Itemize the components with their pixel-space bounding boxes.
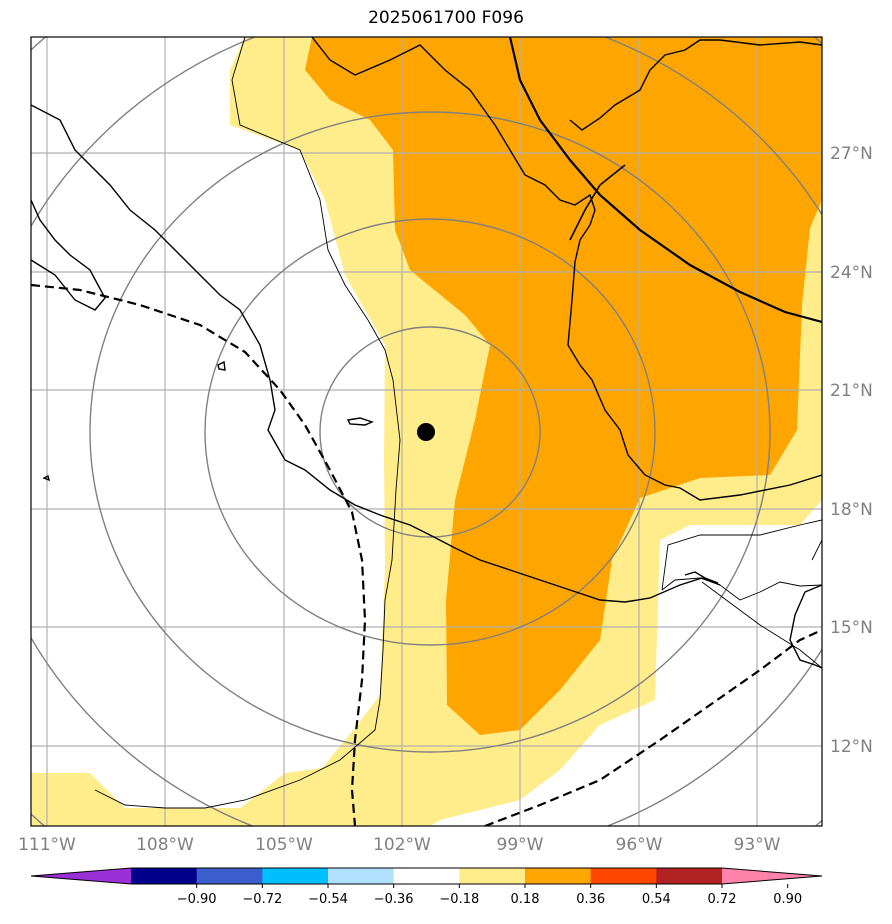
colorbar-label: 0.36 [576,892,605,907]
lon-label: 111°W [18,835,76,855]
storm-center-marker [417,423,435,441]
lat-label: 18°N [830,500,873,520]
colorbar-label: −0.54 [308,892,348,907]
coastlines [31,37,822,669]
colorbar-label: −0.90 [177,892,217,907]
lon-label: 102°W [373,835,431,855]
colorbar-segment [590,868,657,884]
longitude-labels: 111°W 108°W 105°W 102°W 99°W 96°W 93°W [18,835,781,855]
lat-label: 24°N [830,263,873,283]
solid-contour-line-secondary [569,164,626,241]
colorbar-segment [656,868,723,884]
map-title: 2025061700 F096 [368,8,524,28]
dashed-contour-lines [31,283,822,826]
colorbar-segment [525,868,592,884]
lon-label: 108°W [136,835,194,855]
latitude-labels: 27°N 24°N 21°N 18°N 15°N 12°N [830,144,873,757]
political-borders [94,37,822,809]
colorbar-segment [196,868,263,884]
map-frame [30,36,823,827]
solid-contour-line [508,37,822,324]
colorbar-segment [328,868,395,884]
colorbar-labels: −0.90 −0.72 −0.54 −0.36 −0.18 0.18 0.36 0.54 0.7… [177,884,802,907]
colorbar-segment [262,868,329,884]
colorbar-label: −0.18 [439,892,479,907]
colorbar-label: 0.54 [642,892,671,907]
colorbar-label: 0.90 [773,892,802,907]
colorbar-label: −0.36 [374,892,414,907]
lat-label: 21°N [830,381,873,401]
lon-label: 96°W [616,835,663,855]
colorbar-label: 0.72 [708,892,737,907]
colorbar-label: −0.72 [242,892,282,907]
lon-label: 93°W [734,835,781,855]
lon-label: 99°W [497,835,544,855]
graticule [31,37,822,826]
colorbar [30,867,823,885]
lon-label: 105°W [255,835,313,855]
lat-label: 12°N [830,737,873,757]
colorbar-extend-high [722,868,822,884]
colorbar-label: 0.18 [511,892,540,907]
colorbar-segment [459,868,526,884]
colorbar-segment [393,868,460,884]
colorbar-extend-low [31,868,131,884]
orange-anomaly-region [305,37,822,735]
lat-label: 27°N [830,144,873,164]
colorbar-segment [131,868,198,884]
lat-label: 15°N [830,618,873,638]
colorbar-outline [30,867,823,885]
white-coastal-region [440,572,822,826]
